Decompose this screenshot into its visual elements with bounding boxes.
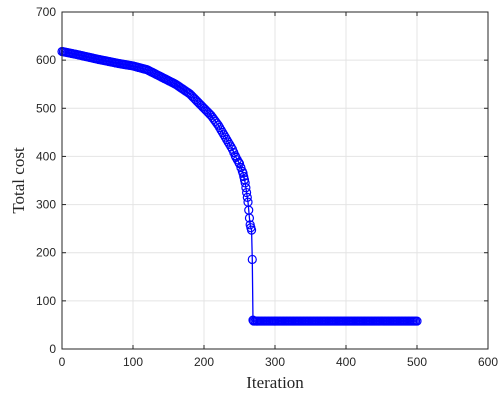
data-point xyxy=(222,134,232,145)
series-line xyxy=(61,50,417,322)
y-axis-label: Total cost xyxy=(9,147,28,214)
y-tick-label: 700 xyxy=(36,5,56,19)
data-point xyxy=(216,125,226,135)
data-point xyxy=(219,130,229,140)
x-axis-label: Iteration xyxy=(246,373,304,392)
grid-lines xyxy=(62,12,488,349)
data-point xyxy=(224,139,235,149)
axes xyxy=(61,11,489,350)
data-point xyxy=(223,137,233,147)
x-tick-label: 100 xyxy=(123,355,143,369)
y-tick-label: 0 xyxy=(49,342,56,356)
x-tick-label: 300 xyxy=(265,355,285,369)
data-point xyxy=(226,142,236,152)
data-point xyxy=(217,127,228,137)
x-tick-label: 200 xyxy=(194,355,214,369)
y-tick-label: 600 xyxy=(36,53,56,67)
data-point xyxy=(236,162,246,173)
y-tick-label: 500 xyxy=(36,101,56,115)
data-point xyxy=(215,122,225,133)
data-point xyxy=(242,187,252,198)
x-tick-label: 400 xyxy=(336,355,356,369)
data-point xyxy=(247,254,257,265)
plot-frame xyxy=(61,11,489,350)
y-tick-label: 300 xyxy=(36,198,56,212)
data-point xyxy=(241,183,251,193)
x-tick-label: 0 xyxy=(59,355,66,369)
data-point xyxy=(244,213,255,223)
data-point xyxy=(213,120,223,130)
x-tick-label: 600 xyxy=(478,355,498,369)
tick-labels: 0 100 200 300 400 500 600 0 100 200 300 400 500 600 70… xyxy=(36,5,498,369)
x-tick-label: 500 xyxy=(407,355,427,369)
data-point xyxy=(412,316,422,326)
data-point xyxy=(242,192,252,202)
data-point xyxy=(246,225,257,235)
y-tick-label: 200 xyxy=(36,246,56,260)
y-tick-label: 400 xyxy=(36,149,56,163)
data-point xyxy=(240,178,250,188)
series-total-cost xyxy=(57,46,422,326)
data-point xyxy=(234,159,245,169)
y-tick-label: 100 xyxy=(36,294,56,308)
data-point xyxy=(220,132,230,142)
